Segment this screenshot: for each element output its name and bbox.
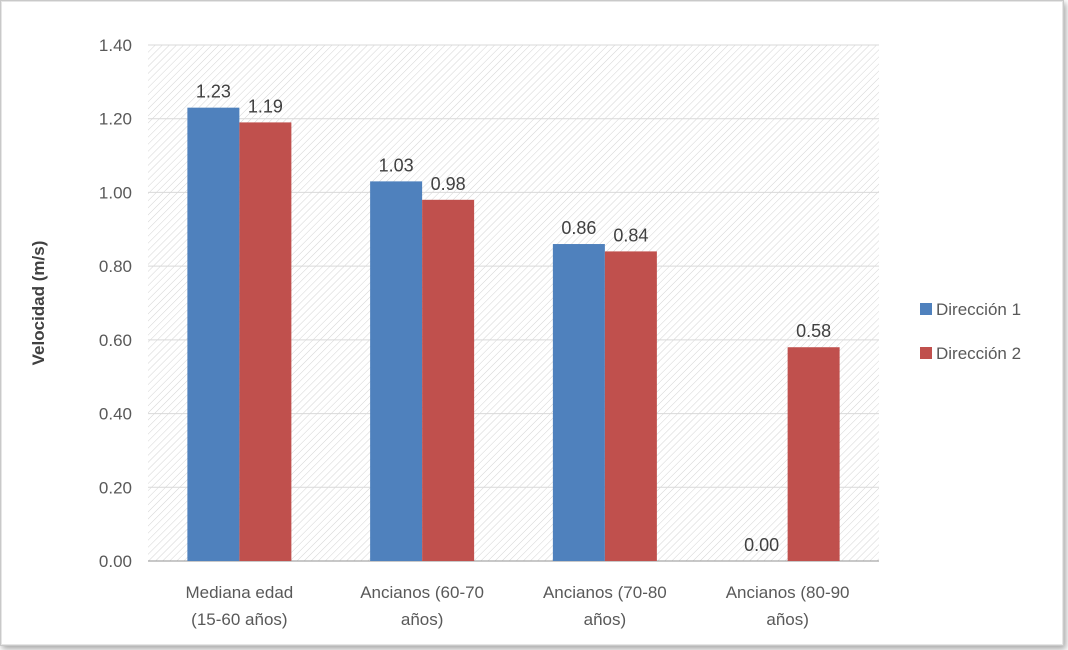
x-tick-label: Mediana edad [185, 583, 293, 602]
bars [187, 107, 840, 562]
x-tick-label: años) [766, 610, 809, 629]
y-tick-label: 0.60 [99, 331, 132, 350]
legend-swatch [920, 303, 932, 315]
x-tick-label: años) [584, 610, 627, 629]
y-tick-label: 0.80 [99, 257, 132, 276]
data-label: 0.98 [431, 174, 466, 194]
y-tick-label: 0.20 [99, 478, 132, 497]
legend-swatch [920, 347, 932, 359]
data-label: 0.58 [796, 321, 831, 341]
x-tick-label: Ancianos (80-90 [726, 583, 850, 602]
bar-series-2-4 [787, 347, 840, 561]
data-label: 1.19 [248, 96, 283, 116]
data-label: 0.84 [613, 225, 648, 245]
legend-label: Dirección 1 [936, 300, 1021, 319]
x-tick-label: Ancianos (60-70 [360, 583, 484, 602]
data-label: 0.86 [561, 218, 596, 238]
bar-series-2-2 [422, 199, 475, 562]
y-axis-title: Velocidad (m/s) [29, 241, 48, 366]
data-label: 0.00 [744, 535, 779, 555]
data-label: 1.23 [196, 82, 231, 102]
data-label: 1.03 [379, 155, 414, 175]
legend-label: Dirección 2 [936, 344, 1021, 363]
bar-series-2-3 [604, 251, 657, 561]
y-tick-label: 0.40 [99, 405, 132, 424]
bar-series-1-1 [187, 107, 240, 562]
data-labels: 1.23 1.19 1.03 0.98 0.86 0.84 0.00 0.58 [196, 82, 831, 555]
y-tick-label: 1.40 [99, 36, 132, 55]
x-tick-label: (15-60 años) [191, 610, 287, 629]
bar-series-2-1 [239, 122, 292, 562]
y-axis-ticks: 0.00 0.20 0.40 0.60 0.80 1.00 1.20 1.40 [99, 36, 132, 571]
bar-series-1-2 [370, 181, 423, 561]
x-tick-label: años) [401, 610, 444, 629]
y-tick-label: 1.20 [99, 110, 132, 129]
bar-series-1-3 [552, 244, 605, 561]
x-axis-ticks: Mediana edad (15-60 años) Ancianos (60-70 a… [185, 583, 849, 629]
y-tick-label: 1.00 [99, 183, 132, 202]
legend: Dirección 1 Dirección 2 [920, 300, 1021, 363]
y-tick-label: 0.00 [99, 552, 132, 571]
x-tick-label: Ancianos (70-80 [543, 583, 667, 602]
